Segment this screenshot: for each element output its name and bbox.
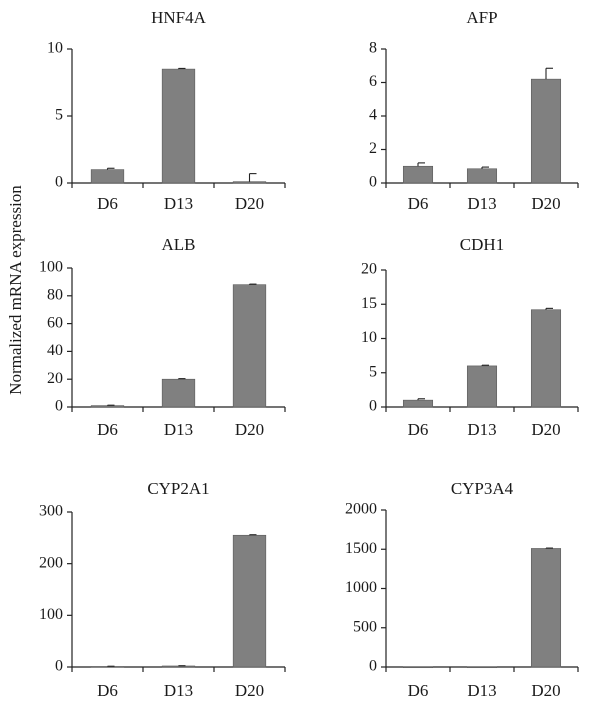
bar-d6 — [402, 165, 434, 184]
y-tick-label: 10 — [47, 40, 63, 57]
y-tick-label: 100 — [39, 259, 63, 276]
x-category-label: D13 — [467, 420, 496, 439]
bar-d6 — [90, 169, 125, 184]
x-category-label: D6 — [97, 681, 118, 700]
bar-d20 — [232, 284, 267, 408]
bar-d13 — [161, 68, 196, 184]
x-category-label: D20 — [235, 681, 264, 700]
y-tick-label: 6 — [369, 73, 377, 90]
chart-title: CYP3A4 — [451, 479, 514, 498]
x-category-label: D6 — [408, 194, 429, 213]
bar-d6 — [402, 666, 434, 669]
bar-d13 — [466, 168, 498, 184]
x-category-label: D13 — [164, 420, 193, 439]
y-tick-label: 200 — [39, 554, 63, 571]
y-tick-label: 10 — [361, 329, 377, 346]
y-tick-label: 0 — [369, 398, 377, 415]
bar-d20 — [530, 78, 562, 184]
bar-d13 — [466, 666, 498, 669]
y-tick-label: 0 — [55, 398, 63, 415]
x-category-label: D13 — [467, 194, 496, 213]
x-category-label: D13 — [164, 681, 193, 700]
panel-cyp3a4: CYP3A4 0 500 1000 1500 2000 D6 D13 D20 — [345, 479, 579, 700]
x-category-label: D20 — [235, 194, 264, 213]
x-category-label: D13 — [164, 194, 193, 213]
x-category-label: D20 — [531, 194, 560, 213]
y-tick-label: 40 — [47, 342, 63, 359]
y-tick-label: 0 — [55, 174, 63, 191]
y-tick-label: 5 — [55, 107, 63, 124]
bar-d13 — [466, 365, 498, 408]
panel-cdh1: CDH1 0 5 10 15 20 D6 D13 D20 — [361, 235, 579, 439]
y-tick-label: 2 — [369, 140, 377, 157]
y-tick-label: 300 — [39, 503, 63, 520]
bar-d20 — [232, 181, 267, 184]
panel-hnf4a: HNF4A 0 5 10 D6 D13 D20 — [47, 8, 286, 213]
panel-afp: AFP 0 2 4 6 8 D6 D13 D20 — [369, 8, 579, 213]
x-category-label: D20 — [531, 681, 560, 700]
chart-title: CDH1 — [460, 235, 504, 254]
x-category-label: D6 — [97, 194, 118, 213]
x-category-label: D20 — [235, 420, 264, 439]
x-category-label: D13 — [467, 681, 496, 700]
chart-title: AFP — [466, 8, 497, 27]
y-tick-label: 1000 — [345, 579, 377, 596]
chart-title: CYP2A1 — [147, 479, 209, 498]
chart-title: ALB — [162, 235, 196, 254]
y-tick-label: 0 — [369, 658, 377, 675]
y-tick-label: 500 — [353, 618, 377, 635]
chart-title: HNF4A — [151, 8, 207, 27]
bar-d13 — [161, 378, 196, 408]
y-tick-label: 100 — [39, 606, 63, 623]
bar-d6 — [402, 399, 434, 408]
bar-d6 — [90, 405, 125, 408]
x-category-label: D6 — [408, 681, 429, 700]
y-tick-label: 15 — [361, 295, 377, 312]
bar-d20 — [530, 548, 562, 668]
x-category-label: D6 — [97, 420, 118, 439]
y-tick-label: 20 — [47, 370, 63, 387]
panel-cyp2a1: CYP2A1 0 100 200 300 D6 D13 D20 — [39, 479, 286, 700]
y-tick-label: 0 — [369, 174, 377, 191]
x-category-label: D20 — [531, 420, 560, 439]
panel-alb: ALB 0 20 40 60 80 100 D6 D13 D20 — [39, 235, 286, 439]
y-tick-label: 5 — [369, 363, 377, 380]
bar-d20 — [530, 309, 562, 408]
y-tick-label: 2000 — [345, 501, 377, 518]
y-tick-label: 60 — [47, 314, 63, 331]
y-tick-label: 1500 — [345, 540, 377, 557]
y-tick-label: 4 — [369, 107, 377, 124]
y-tick-label: 8 — [369, 40, 377, 57]
y-tick-label: 0 — [55, 658, 63, 675]
y-axis-label-text: Normalized mRNA expression — [6, 185, 25, 395]
bar-d20 — [232, 534, 267, 668]
y-tick-label: 80 — [47, 286, 63, 303]
x-category-label: D6 — [408, 420, 429, 439]
y-tick-label: 20 — [361, 261, 377, 278]
